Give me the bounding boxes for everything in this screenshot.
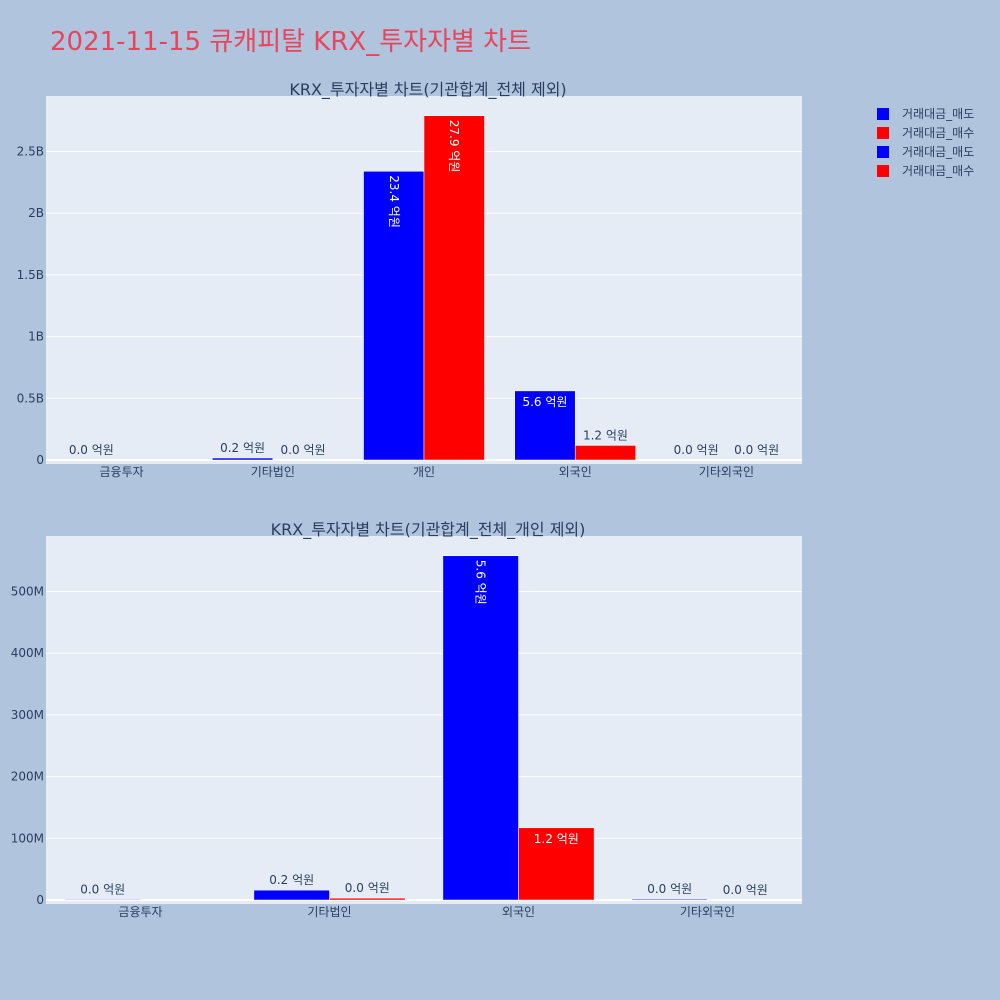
y-tick-label: 200M <box>11 770 44 784</box>
legend-label: 거래대금_매수 <box>902 164 974 178</box>
page-title: 2021-11-15 큐캐피탈 KRX_투자자별 차트 <box>50 27 531 57</box>
legend-swatch <box>877 127 889 139</box>
plot-area <box>46 536 802 904</box>
chart-title: KRX_투자자별 차트(기관합계_전체_개인 제외) <box>271 520 586 540</box>
y-tick-label: 0.5B <box>17 391 44 405</box>
bar <box>423 115 485 461</box>
bar <box>212 457 274 461</box>
bar <box>518 827 595 901</box>
bar-data-label: 1.2 억원 <box>583 428 628 442</box>
bar <box>631 898 708 901</box>
x-tick-label: 기타외국인 <box>680 905 735 919</box>
bar-data-label: 0.0 억원 <box>647 882 692 896</box>
y-tick-label: 100M <box>11 831 44 845</box>
bar-data-label: 0.0 억원 <box>723 883 768 897</box>
x-tick-label: 기타법인 <box>307 905 351 919</box>
bar-data-label: 1.2 억원 <box>534 832 579 846</box>
bar-data-label: 0.0 억원 <box>80 882 125 896</box>
legend-label: 거래대금_매수 <box>902 126 974 140</box>
legend-label: 거래대금_매도 <box>902 107 974 121</box>
bar <box>64 899 141 901</box>
x-tick-label: 외국인 <box>559 465 592 479</box>
y-tick-label: 400M <box>11 646 44 660</box>
chart-panel-investor-all: 0 0.5B 1B 1.5B 2B 2.5B KRX_투자자별 차트(기관합계_전체 제외)… <box>17 80 802 479</box>
bar-data-label: 0.2 억원 <box>220 441 265 455</box>
x-tick-label: 기타법인 <box>251 465 295 479</box>
y-tick-label: 1.5B <box>17 268 44 282</box>
bar <box>514 390 576 461</box>
y-tick-label: 500M <box>11 585 44 599</box>
bar <box>253 889 330 901</box>
bar <box>329 897 406 901</box>
y-tick-label: 0 <box>36 893 44 907</box>
legend-swatch <box>877 165 889 177</box>
chart-title: KRX_투자자별 차트(기관합계_전체 제외) <box>289 80 566 100</box>
bar-data-label: 0.0 억원 <box>734 443 779 457</box>
x-tick-label: 기타외국인 <box>699 465 754 479</box>
bar-data-label: 0.2 억원 <box>269 873 314 887</box>
x-tick-label: 외국인 <box>502 905 535 919</box>
y-tick-label: 2.5B <box>17 145 44 159</box>
chart-panel-investor-excl-individual: 0 100M 200M 300M 400M 500M KRX_투자자별 차트(기관합계_전체… <box>11 520 802 919</box>
y-tick-label: 1B <box>28 330 44 344</box>
bar-data-label: 0.0 억원 <box>281 443 326 457</box>
bar-data-label: 23.4 억원 <box>387 175 401 228</box>
bar-data-label: 0.0 억원 <box>69 443 114 457</box>
bar-data-label: 0.0 억원 <box>345 881 390 895</box>
bar <box>574 445 636 461</box>
legend-swatch <box>877 108 889 120</box>
y-tick-label: 2B <box>28 206 44 220</box>
legend-label: 거래대금_매도 <box>902 145 974 159</box>
bar <box>442 555 519 901</box>
bar-data-label: 27.9 억원 <box>447 120 461 173</box>
x-tick-label: 금융투자 <box>118 905 162 919</box>
x-tick-label: 금융투자 <box>100 465 144 479</box>
bar-data-label: 5.6 억원 <box>474 560 488 605</box>
legend-swatch <box>877 146 889 158</box>
y-tick-label: 300M <box>11 708 44 722</box>
x-tick-label: 개인 <box>413 465 435 479</box>
bar-data-label: 5.6 억원 <box>522 395 567 409</box>
bar-data-label: 0.0 억원 <box>674 443 719 457</box>
y-tick-label: 0 <box>36 453 44 467</box>
